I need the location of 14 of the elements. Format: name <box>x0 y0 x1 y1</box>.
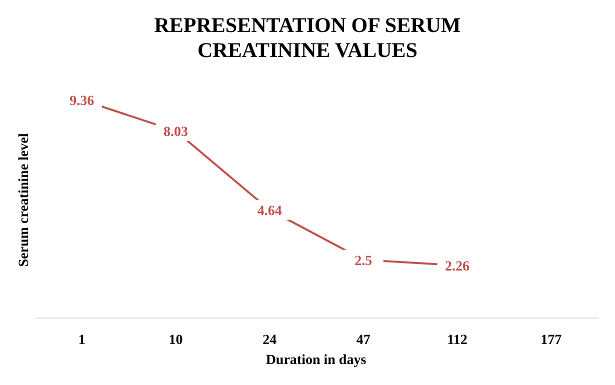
x-tick-label: 24 <box>262 333 277 348</box>
x-tick-label: 177 <box>540 333 562 348</box>
data-label: 2.5 <box>354 254 372 269</box>
data-label: 4.64 <box>257 204 282 219</box>
x-tick-label: 112 <box>447 333 468 348</box>
data-label: 9.36 <box>70 94 94 109</box>
x-tick-label: 1 <box>78 333 86 348</box>
x-axis-title: Duration in days <box>266 353 367 368</box>
x-tick-label: 10 <box>168 333 183 348</box>
x-tick-label: 47 <box>356 333 370 348</box>
data-label: 2.26 <box>445 259 470 274</box>
y-axis-title: Serum creatinine level <box>17 133 32 267</box>
chart-title: REPRESENTATION OF SERUM CREATININE VALUES <box>154 13 461 62</box>
data-label: 8.03 <box>164 124 188 140</box>
